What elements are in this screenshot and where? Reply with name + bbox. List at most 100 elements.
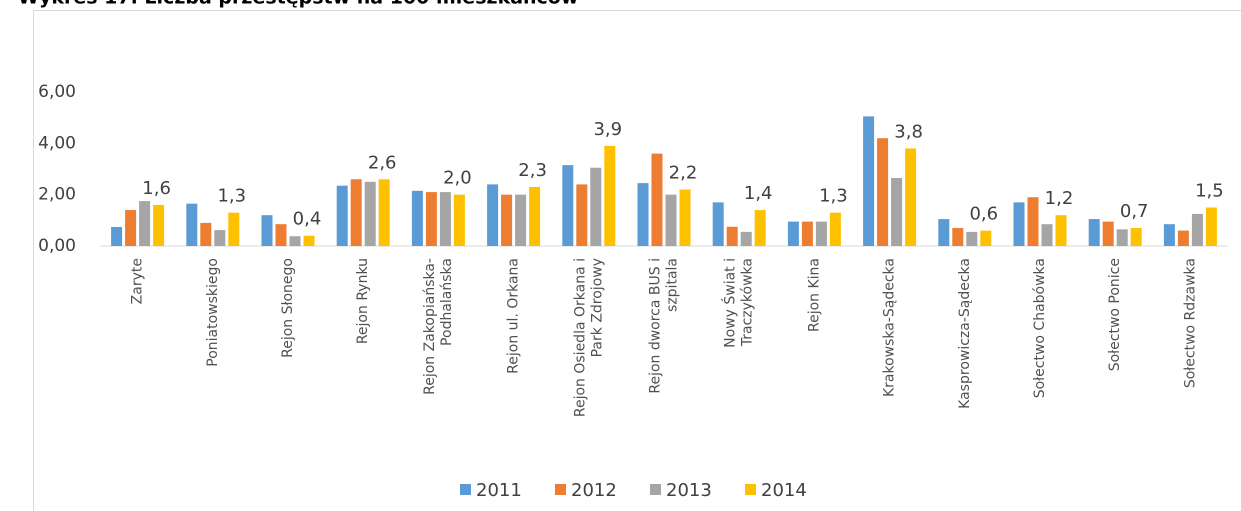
bar bbox=[891, 177, 903, 246]
bar bbox=[740, 231, 752, 246]
bar bbox=[303, 235, 315, 246]
bar bbox=[111, 227, 123, 246]
x-tick-label: Sołectwo Ponice bbox=[1107, 258, 1123, 371]
x-tick-label-line: Traczykówka bbox=[740, 258, 756, 347]
bar bbox=[364, 181, 376, 246]
bar bbox=[411, 190, 423, 246]
y-tick-label: 0,00 bbox=[38, 236, 76, 256]
bar bbox=[815, 221, 827, 246]
x-tick-label: Rejon Słonego bbox=[280, 258, 296, 358]
bar bbox=[1027, 197, 1039, 246]
bar bbox=[186, 203, 198, 246]
data-label: 1,5 bbox=[1195, 181, 1224, 202]
bar bbox=[966, 231, 978, 246]
bar bbox=[938, 219, 950, 246]
bar bbox=[1130, 228, 1142, 246]
bar bbox=[453, 194, 465, 246]
bar bbox=[228, 212, 240, 246]
x-tick-label: Rejon Kina bbox=[806, 258, 822, 332]
legend-label: 2011 bbox=[476, 480, 522, 501]
bar bbox=[863, 116, 875, 246]
bar bbox=[952, 228, 964, 246]
bar bbox=[275, 224, 287, 246]
bar bbox=[350, 179, 362, 246]
x-tick-label: Sołectwo Rdzawka bbox=[1182, 258, 1198, 388]
bar bbox=[529, 186, 541, 246]
bar bbox=[679, 189, 691, 246]
bar bbox=[487, 184, 499, 246]
bar bbox=[877, 138, 889, 246]
bar bbox=[139, 201, 151, 246]
bar bbox=[289, 236, 301, 246]
legend-swatch bbox=[650, 484, 661, 495]
data-label: 1,3 bbox=[217, 186, 246, 207]
bar bbox=[214, 230, 226, 246]
bar bbox=[1102, 221, 1114, 246]
bar bbox=[501, 194, 513, 246]
x-tick-label-line: szpitala bbox=[665, 258, 681, 312]
bar bbox=[590, 167, 602, 246]
bar bbox=[1055, 215, 1067, 246]
bar bbox=[425, 192, 437, 246]
x-tick-label-line: Rejon Osiedla Orkana i bbox=[572, 258, 588, 417]
bar bbox=[1013, 202, 1025, 246]
x-tick-label-line: Podhalańska bbox=[439, 258, 455, 346]
bar bbox=[200, 222, 212, 246]
bar bbox=[637, 183, 649, 246]
bar bbox=[515, 194, 527, 246]
bar bbox=[125, 210, 137, 246]
data-label: 0,4 bbox=[293, 209, 322, 230]
bar bbox=[1205, 207, 1217, 246]
y-tick-label: 2,00 bbox=[38, 185, 76, 205]
legend-label: 2013 bbox=[666, 480, 712, 501]
bar bbox=[829, 212, 841, 246]
data-label: 2,2 bbox=[669, 163, 698, 184]
data-label: 2,6 bbox=[368, 152, 397, 173]
legend-label: 2012 bbox=[571, 480, 617, 501]
x-tick-label: Rejon Rynku bbox=[355, 258, 371, 344]
data-label: 2,3 bbox=[518, 160, 547, 181]
x-tick-label: Zaryte bbox=[130, 258, 146, 304]
data-label: 3,9 bbox=[593, 119, 622, 140]
bar bbox=[261, 215, 273, 246]
legend-swatch bbox=[745, 484, 756, 495]
x-tick-label: Rejon Osiedla Orkana iPark Zdrojowy bbox=[572, 258, 605, 417]
x-tick-label: Sołectwo Chabówka bbox=[1032, 258, 1048, 398]
bar bbox=[1116, 229, 1128, 246]
data-label: 1,3 bbox=[819, 186, 848, 207]
bar bbox=[576, 184, 588, 246]
data-label: 2,0 bbox=[443, 168, 472, 189]
data-label: 0,6 bbox=[969, 204, 998, 225]
data-label: 1,2 bbox=[1045, 188, 1074, 209]
bar bbox=[378, 179, 390, 246]
bar bbox=[665, 194, 677, 246]
x-tick-label: Rejon dworca BUS iszpitala bbox=[648, 258, 681, 394]
data-label: 1,6 bbox=[142, 178, 171, 199]
bar bbox=[336, 185, 348, 246]
x-tick-label: Rejon Zakopiańska-Podhalańska bbox=[422, 258, 455, 395]
legend-swatch bbox=[460, 484, 471, 495]
x-tick-label: Kasprowicza-Sądecka bbox=[957, 258, 973, 409]
data-label: 1,4 bbox=[744, 183, 773, 204]
bar bbox=[604, 145, 616, 246]
bar bbox=[562, 165, 574, 246]
data-label: 3,8 bbox=[894, 121, 923, 142]
x-tick-label-line: Rejon Zakopiańska- bbox=[422, 258, 438, 395]
x-tick-label-line: Rejon dworca BUS i bbox=[648, 258, 664, 394]
bar bbox=[651, 153, 663, 246]
y-tick-label: 6,00 bbox=[38, 82, 76, 102]
x-tick-label-line: Park Zdrojowy bbox=[589, 258, 605, 357]
data-label: 0,7 bbox=[1120, 201, 1149, 222]
x-tick-label: Krakowska-Sądecka bbox=[882, 258, 898, 397]
bar bbox=[1088, 219, 1100, 246]
bar bbox=[1041, 224, 1053, 246]
bar bbox=[439, 192, 451, 246]
bar bbox=[726, 226, 738, 246]
legend-label: 2014 bbox=[761, 480, 807, 501]
bar bbox=[1177, 230, 1189, 246]
x-tick-label-line: Nowy Świat i bbox=[721, 258, 739, 348]
bar bbox=[153, 204, 165, 246]
bar bbox=[980, 230, 992, 246]
x-tick-label: Rejon ul. Orkana bbox=[506, 258, 522, 374]
